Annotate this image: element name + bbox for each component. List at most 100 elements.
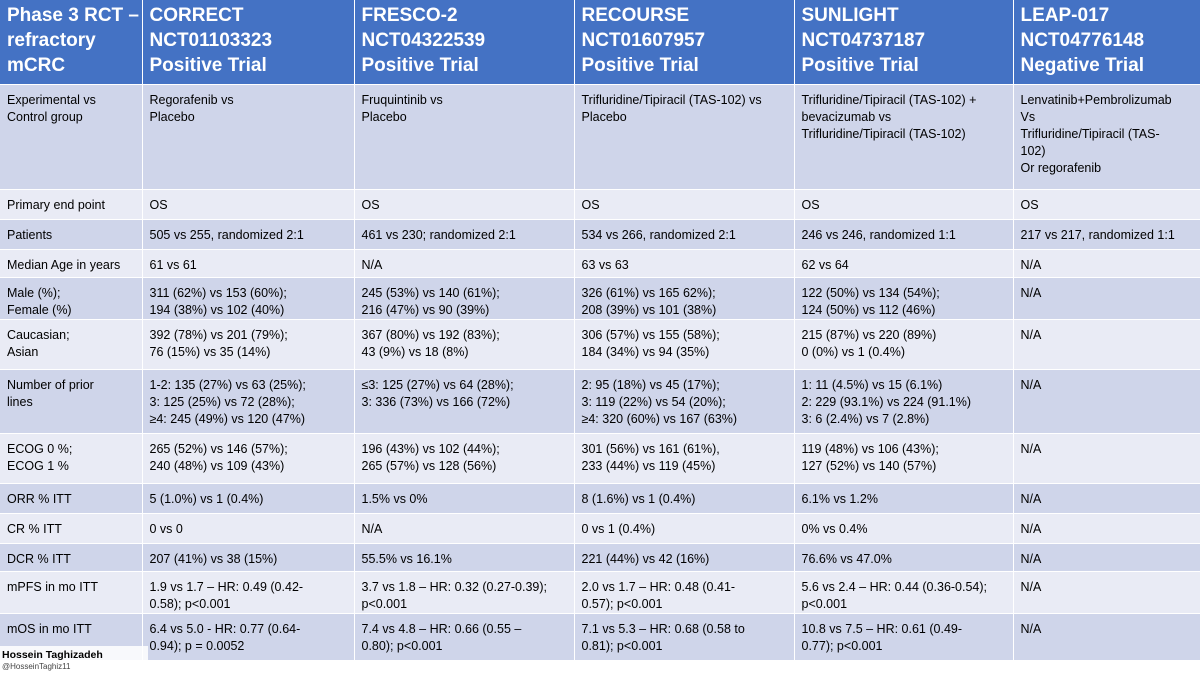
cell-line: OS (1020, 197, 1039, 212)
cell-line: Experimental vs (7, 92, 96, 107)
cell-line: N/A (1020, 257, 1042, 272)
cell-line: 76 (15%) vs 35 (14%) (149, 344, 271, 359)
cell-line: Trifluridine/Tipiracil (TAS-102) vs (581, 92, 762, 107)
cell-patients-recourse: 534 vs 266, randomized 2:1 (574, 218, 795, 249)
watermark-name: Hossein Taghizadeh (2, 649, 103, 661)
cell-line: 311 (62%) vs 153 (60%); (149, 285, 287, 300)
cell-line: 2: 229 (93.1%) vs 224 (91.1%) (801, 394, 972, 409)
cell-line: Lenvatinib+Pembrolizumab (1020, 92, 1172, 107)
cell-line: OS (801, 197, 820, 212)
cell-orr-recourse: 8 (1.6%) vs 1 (0.4%) (574, 482, 795, 513)
cell-line: 1.9 vs 1.7 – HR: 0.49 (0.42- (149, 579, 304, 594)
cell-race-recourse: 306 (57%) vs 155 (58%); 184 (34%) vs 94 (… (574, 318, 795, 369)
cell-patients-sunlight: 246 vs 246, randomized 1:1 (794, 218, 1014, 249)
table-row-experimental: Experimental vs Control group Regorafenib … (0, 83, 1200, 189)
cell-median-age-label: Median Age in years (0, 248, 143, 277)
cell-line: 367 (80%) vs 192 (83%); (361, 327, 500, 342)
cell-orr-label: ORR % ITT (0, 482, 143, 513)
cell-line: p<0.001 (801, 596, 848, 611)
cell-line: OS (361, 197, 380, 212)
header-leap-017: LEAP-017 NCT04776148 Negative Trial (1013, 0, 1200, 84)
cell-race-sunlight: 215 (87%) vs 220 (89%) 0 (0%) vs 1 (0.4%) (794, 318, 1014, 369)
cell-line: 102) (1020, 143, 1046, 158)
cell-line: 3: 6 (2.4%) vs 7 (2.8%) (801, 411, 930, 426)
cell-line: 5 (1.0%) vs 1 (0.4%) (149, 491, 264, 506)
cell-mos-correct: 6.4 vs 5.0 - HR: 0.77 (0.64- 0.94); p = 0… (142, 612, 355, 660)
cell-line: ECOG 0 %; (7, 441, 73, 456)
cell-orr-leap-017: N/A (1013, 482, 1200, 513)
cell-line: 233 (44%) vs 119 (45%) (581, 458, 716, 473)
cell-line: 0.94); p = 0.0052 (149, 638, 245, 653)
cell-race-leap-017: N/A (1013, 318, 1200, 369)
cell-line: 240 (48%) vs 109 (43%) (149, 458, 285, 473)
cell-dcr-sunlight: 76.6% vs 47.0% (794, 542, 1014, 571)
cell-line: bevacizumab vs (801, 109, 892, 124)
cell-primary-endpoint-correct: OS (142, 188, 355, 219)
table-row-median-age: Median Age in years 61 vs 61 N/A 63 vs 63 62… (0, 248, 1200, 277)
cell-line: Placebo (149, 109, 195, 124)
cell-experimental-fresco-2: Fruquintinib vs Placebo (354, 83, 575, 189)
cell-line: Placebo (361, 109, 407, 124)
cell-line: 0.81); p<0.001 (581, 638, 663, 653)
cell-line: p<0.001 (361, 596, 408, 611)
cell-ecog-fresco-2: 196 (43%) vs 102 (44%); 265 (57%) vs 128 … (354, 432, 575, 483)
cell-orr-fresco-2: 1.5% vs 0% (354, 482, 575, 513)
cell-line: Trifluridine/Tipiracil (TAS-102) + (801, 92, 977, 107)
cell-line: Fruquintinib vs (361, 92, 443, 107)
table-row-primary-endpoint: Primary end point OS OS OS OS OS (0, 188, 1200, 219)
cell-line: ≥4: 320 (60%) vs 167 (63%) (581, 411, 738, 426)
cell-line: 122 (50%) vs 134 (54%); (801, 285, 940, 300)
cell-race-fresco-2: 367 (80%) vs 192 (83%); 43 (9%) vs 18 (8%… (354, 318, 575, 369)
header-recourse: RECOURSE NCT01607957 Positive Trial (574, 0, 795, 84)
cell-line: 10.8 vs 7.5 – HR: 0.61 (0.49- (801, 621, 963, 636)
cell-line: Or regorafenib (1020, 160, 1102, 175)
cell-line: 196 (43%) vs 102 (44%); (361, 441, 500, 456)
cell-line: OS (581, 197, 600, 212)
cell-line: ORR % ITT (7, 491, 72, 506)
cell-line: 0 (0%) vs 1 (0.4%) (801, 344, 906, 359)
cell-experimental-recourse: Trifluridine/Tipiracil (TAS-102) vs Place… (574, 83, 795, 189)
cell-line: 3: 125 (25%) vs 72 (28%); (149, 394, 295, 409)
cell-line: 7.1 vs 5.3 – HR: 0.68 (0.58 to (581, 621, 745, 636)
cell-line: N/A (361, 257, 383, 272)
cell-line: N/A (361, 521, 383, 536)
table-row-ecog: ECOG 0 %; ECOG 1 % 265 (52%) vs 146 (57%);… (0, 432, 1200, 483)
cell-line: 461 vs 230; randomized 2:1 (361, 227, 516, 242)
cell-race-label: Caucasian; Asian (0, 318, 143, 369)
cell-race-correct: 392 (78%) vs 201 (79%); 76 (15%) vs 35 (1… (142, 318, 355, 369)
cell-cr-recourse: 0 vs 1 (0.4%) (574, 512, 795, 543)
cell-line: 215 (87%) vs 220 (89%) (801, 327, 937, 342)
cell-median-age-sunlight: 62 vs 64 (794, 248, 1014, 277)
cell-line: 43 (9%) vs 18 (8%) (361, 344, 469, 359)
cell-ecog-correct: 265 (52%) vs 146 (57%); 240 (48%) vs 109 … (142, 432, 355, 483)
cell-line: 3.7 vs 1.8 – HR: 0.32 (0.27-0.39); (361, 579, 548, 594)
table-row-prior-lines: Number of prior lines 1-2: 135 (27%) vs 63… (0, 368, 1200, 433)
cell-prior-lines-fresco-2: ≤3: 125 (27%) vs 64 (28%); 3: 336 (73%) v… (354, 368, 575, 433)
cell-line: DCR % ITT (7, 551, 71, 566)
table-body: Experimental vs Control group Regorafenib … (0, 83, 1200, 660)
cell-line: 326 (61%) vs 165 62%); (581, 285, 716, 300)
cell-line: Asian (7, 344, 39, 359)
cell-line: N/A (1020, 285, 1042, 300)
cell-line: Placebo (581, 109, 627, 124)
cell-line: 62 vs 64 (801, 257, 849, 272)
table-header-row: Phase 3 RCT – refractory mCRC CORRECT NC… (0, 0, 1200, 84)
cell-line: CR % ITT (7, 521, 62, 536)
cell-line: N/A (1020, 441, 1042, 456)
cell-mos-recourse: 7.1 vs 5.3 – HR: 0.68 (0.58 to 0.81); p<0… (574, 612, 795, 660)
cell-ecog-recourse: 301 (56%) vs 161 (61%), 233 (44%) vs 119 … (574, 432, 795, 483)
cell-line: N/A (1020, 579, 1042, 594)
cell-line: Vs (1020, 109, 1036, 124)
cell-line: 1: 11 (4.5%) vs 15 (6.1%) (801, 377, 943, 392)
cell-line: 207 (41%) vs 38 (15%) (149, 551, 278, 566)
cell-line: 0.57); p<0.001 (581, 596, 663, 611)
cell-line: 184 (34%) vs 94 (35%) (581, 344, 710, 359)
cell-sex-recourse: 326 (61%) vs 165 62%); 208 (39%) vs 101 (… (574, 276, 795, 319)
cell-line: 392 (78%) vs 201 (79%); (149, 327, 288, 342)
cell-line: 0.77); p<0.001 (801, 638, 883, 653)
cell-dcr-recourse: 221 (44%) vs 42 (16%) (574, 542, 795, 571)
cell-line: 3: 336 (73%) vs 166 (72%) (361, 394, 511, 409)
cell-experimental-label: Experimental vs Control group (0, 83, 143, 189)
cell-prior-lines-sunlight: 1: 11 (4.5%) vs 15 (6.1%) 2: 229 (93.1%) … (794, 368, 1014, 433)
cell-line: mOS in mo ITT (7, 621, 92, 636)
